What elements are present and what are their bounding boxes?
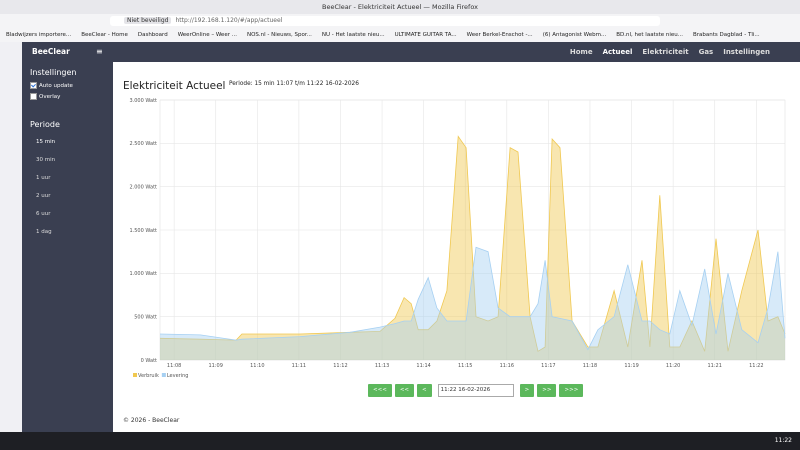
nav-button[interactable]: <<< xyxy=(368,384,392,397)
menu-toggle[interactable]: ≡ xyxy=(96,47,103,56)
window-title: BeeClear - Elektriciteit Actueel — Mozil… xyxy=(0,0,800,14)
y-tick-label: 1.500 Watt xyxy=(129,228,157,234)
y-tick-label: 500 Watt xyxy=(134,314,157,320)
bookmark[interactable]: NU - Het laatste nieu... xyxy=(321,32,385,38)
bookmark[interactable]: BD.nl, het laatste nieu... xyxy=(616,32,683,38)
period-item[interactable]: 30 min xyxy=(36,157,56,163)
x-tick-label: 11:19 xyxy=(624,363,638,369)
clock[interactable]: 11:22 xyxy=(774,437,792,444)
area-fill xyxy=(160,136,785,360)
area-line xyxy=(159,246,786,351)
nav-item[interactable]: Gas xyxy=(698,48,714,56)
x-tick-label: 11:16 xyxy=(500,363,514,369)
bookmark[interactable]: Weer Berkel-Enschot -... xyxy=(466,32,533,38)
bookmark[interactable]: WeerOnline – Weer ... xyxy=(177,32,237,38)
x-tick-label: 11:12 xyxy=(333,363,347,369)
nav: Home Actueel Elektriciteit Gas Instellingen xyxy=(560,42,770,62)
bookmark[interactable]: ULTIMATE GUITAR TA... xyxy=(394,32,457,38)
url-box[interactable]: Niet beveiligd http://192.168.1.120/#/app… xyxy=(110,16,660,26)
bookmarks-bar: Bladwijzers importere... BeeClear - Home D… xyxy=(0,28,800,43)
period-item[interactable]: 1 uur xyxy=(36,175,51,181)
x-tick-label: 11:20 xyxy=(666,363,680,369)
sidebar: Instellingen Auto update Overlay Periode … xyxy=(22,62,113,432)
nav-button[interactable]: >> xyxy=(537,384,557,397)
bookmark[interactable]: NOS.nl - Nieuws, Spor... xyxy=(246,32,312,38)
nav-item[interactable]: Instellingen xyxy=(723,48,770,56)
date-input[interactable]: 11:22 16-02-2026 xyxy=(437,384,514,397)
period-title: Periode xyxy=(30,120,60,129)
nav-item[interactable]: Actueel xyxy=(602,48,633,56)
controls: <<< << <11:22 16-02-2026 > >> >>> xyxy=(368,384,584,397)
page-title: Elektriciteit Actueel xyxy=(123,80,226,92)
x-tick-label: 11:18 xyxy=(583,363,597,369)
bookmark[interactable]: Brabants Dagblad - Tli... xyxy=(693,32,760,38)
option-label[interactable]: Auto update xyxy=(39,83,73,89)
legend-swatch xyxy=(133,373,137,377)
brand[interactable]: BeeClear xyxy=(32,47,70,56)
y-tick-label: 2.500 Watt xyxy=(129,141,157,147)
x-tick-label: 11:10 xyxy=(250,363,264,369)
url[interactable]: http://192.168.1.120/#/app/actueel xyxy=(175,17,283,24)
x-tick-label: 11:17 xyxy=(541,363,555,369)
legend-label: Levering xyxy=(167,373,189,379)
y-tick-label: 3.000 Watt xyxy=(129,98,157,104)
bookmark[interactable]: Dashboard xyxy=(137,32,168,38)
nav-button[interactable]: > xyxy=(519,384,535,397)
option[interactable]: Overlay xyxy=(30,93,60,100)
footer: © 2026 - BeeClear xyxy=(123,417,180,424)
x-tick-label: 11:15 xyxy=(458,363,472,369)
checkbox[interactable] xyxy=(30,82,37,89)
period-item[interactable]: 15 min xyxy=(36,139,56,145)
y-tick-label: 1.000 Watt xyxy=(129,271,157,277)
x-tick-label: 11:21 xyxy=(708,363,722,369)
x-tick-label: 11:08 xyxy=(167,363,181,369)
period-item[interactable]: 1 dag xyxy=(36,229,52,235)
nav-button[interactable]: >>> xyxy=(559,384,584,397)
y-tick-label: 0 Watt xyxy=(141,358,157,364)
option-label[interactable]: Overlay xyxy=(39,94,61,100)
nav-button[interactable]: < xyxy=(417,384,432,397)
security-label[interactable]: Niet beveiligd xyxy=(124,17,172,24)
option[interactable]: Auto update xyxy=(30,82,73,89)
period-item[interactable]: 6 uur xyxy=(36,211,51,217)
y-tick-label: 2.000 Watt xyxy=(129,184,157,190)
bookmark[interactable]: Bladwijzers importere... xyxy=(6,32,72,38)
area-fill xyxy=(160,247,785,360)
period-info: Periode: 15 min 11:07 t/m 11:22 16-02-20… xyxy=(229,81,359,87)
checkbox[interactable] xyxy=(30,93,37,100)
x-tick-label: 11:22 xyxy=(749,363,763,369)
address-bar: Niet beveiligd http://192.168.1.120/#/app… xyxy=(0,14,800,28)
x-tick-label: 11:09 xyxy=(209,363,223,369)
taskbar: 11:22 xyxy=(0,432,800,450)
settings-title: Instellingen xyxy=(30,68,77,77)
period-item[interactable]: 2 uur xyxy=(36,193,51,199)
legend-swatch xyxy=(161,373,166,377)
nav-button[interactable]: << xyxy=(394,384,415,397)
x-tick-label: 11:13 xyxy=(375,363,389,369)
nav-item[interactable]: Home xyxy=(569,48,593,56)
app-header: BeeClear ≡ Home Actueel Elektriciteit Gas In… xyxy=(22,42,800,62)
nav-item[interactable]: Elektriciteit xyxy=(642,48,689,56)
bookmark[interactable]: (6) Antagonist Webm... xyxy=(542,32,607,38)
bookmark[interactable]: BeeClear - Home xyxy=(81,32,128,38)
legend-label: Verbruik xyxy=(138,373,159,379)
area-line xyxy=(159,135,786,352)
x-tick-label: 11:14 xyxy=(416,363,430,369)
x-tick-label: 11:11 xyxy=(292,363,306,369)
